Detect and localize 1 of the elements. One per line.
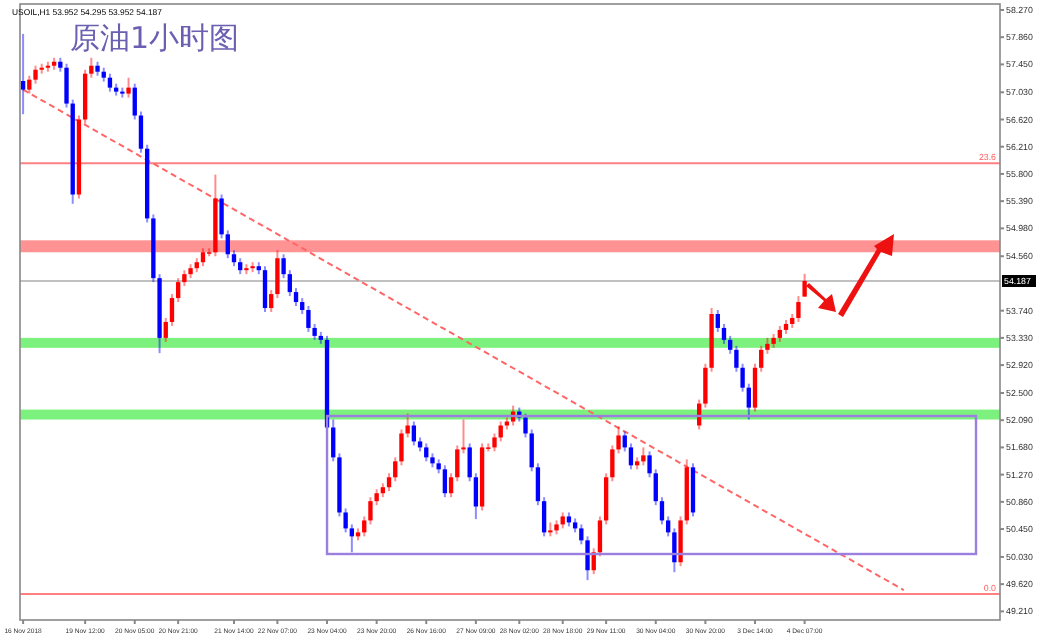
text: 原油1小时图 [70,20,240,56]
